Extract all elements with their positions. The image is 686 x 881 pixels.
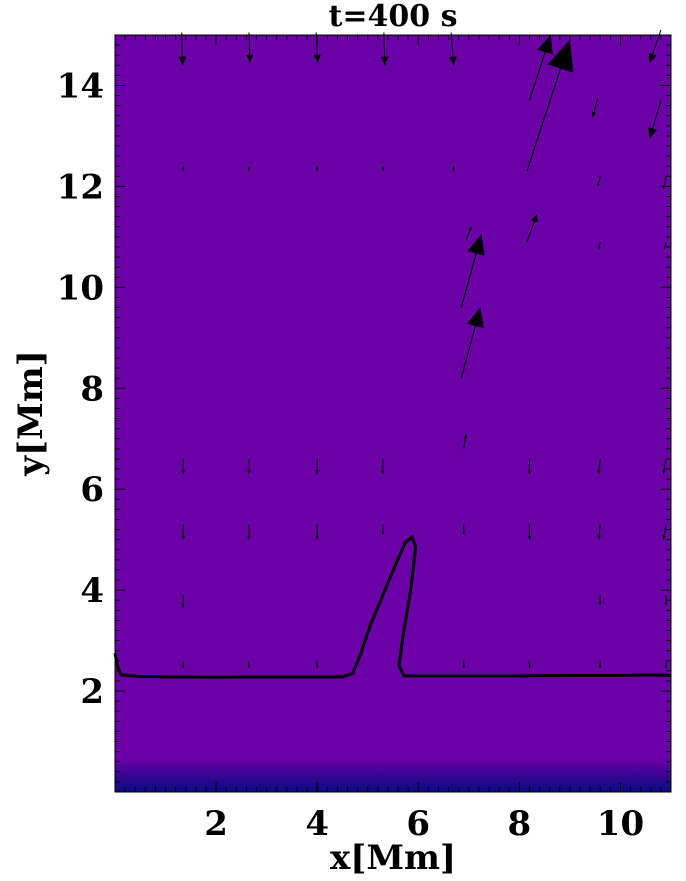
velocity-arrow [526,39,574,172]
velocity-arrow [526,213,538,243]
velocity-arrow [181,458,186,475]
velocity-arrow [380,32,389,66]
velocity-arrow [381,166,385,172]
velocity-arrow [381,458,385,475]
velocity-arrow [527,458,532,475]
chart-title: t=400 s [329,0,458,34]
velocity-arrow [664,660,668,669]
velocity-arrow [597,524,601,540]
y-tick-label: 14 [57,66,104,106]
velocity-arrow [597,458,601,475]
x-tick-label: 2 [204,804,228,844]
velocity-arrow [315,458,319,475]
x-tick-label: 8 [508,804,532,844]
velocity-arrows [178,29,668,669]
y-tick-label: 10 [57,268,104,308]
velocity-arrow [247,166,251,172]
velocity-arrow [597,176,601,187]
velocity-arrow [181,595,185,608]
plot-frame [114,34,672,793]
y-tick-label: 12 [57,167,104,207]
velocity-arrow [462,524,466,535]
velocity-arrow [315,166,319,172]
velocity-arrow [663,241,667,250]
x-tick-label: 4 [305,804,329,844]
velocity-arrow [662,458,667,475]
velocity-arrow [247,660,251,669]
velocity-arrow [313,32,321,63]
tick-labels: 2 4 6 8 10 2 4 6 8 10 12 14 [57,66,644,844]
y-tick-label: 6 [80,470,104,510]
velocity-arrow [181,166,185,172]
velocity-arrow [598,595,602,606]
y-axis-label: y[Mm] [11,350,51,477]
velocity-arrow [178,32,187,66]
velocity-arrow [315,660,319,669]
velocity-arrow [527,524,532,540]
velocity-arrow [462,660,466,669]
velocity-arrow [597,241,601,250]
y-tick-label: 8 [80,369,104,409]
velocity-arrow [246,32,254,63]
x-tick-label: 6 [406,804,430,844]
velocity-arrow [181,524,186,540]
velocity-arrow [449,32,457,66]
axis-ticks [114,34,672,793]
plot-field [115,35,671,792]
y-tick-label: 4 [80,571,104,611]
velocity-arrow [648,100,662,139]
velocity-arrow [664,595,668,606]
velocity-arrow [465,226,472,240]
velocity-arrow [381,524,385,535]
velocity-arrow [460,307,484,379]
velocity-arrow [598,660,602,669]
velocity-arrow [181,660,185,669]
velocity-arrow [528,34,553,101]
x-tick-label: 10 [597,804,644,844]
velocity-arrow [315,524,319,540]
contour-line [113,534,672,679]
x-axis-label: x[Mm] [330,838,456,878]
velocity-arrow [247,458,251,475]
velocity-arrow [528,660,531,669]
velocity-arrow [247,524,251,540]
velocity-arrow [463,433,468,449]
velocity-arrow [460,234,485,308]
y-tick-label: 2 [80,672,104,712]
velocity-arrow [452,166,456,172]
velocity-arrow [662,524,667,540]
velocity-arrow [591,97,599,118]
